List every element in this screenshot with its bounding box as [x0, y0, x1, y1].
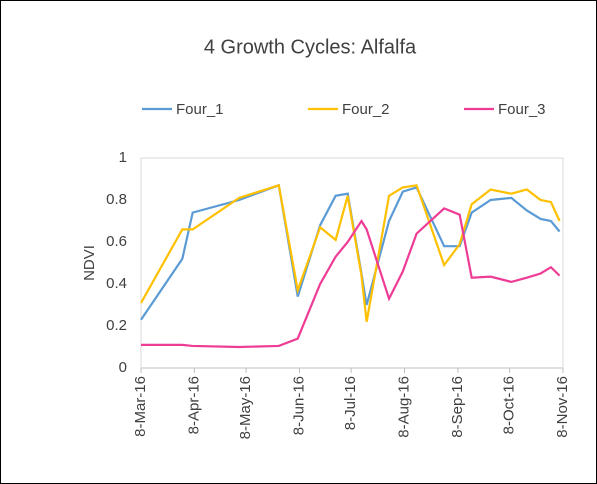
series-line: [140, 183, 561, 322]
series-line: [141, 207, 561, 349]
legend-label: Four_1: [176, 101, 224, 118]
x-tick-label: 8-Sep-16: [449, 376, 466, 438]
y-tick-label: 0.2: [106, 317, 127, 334]
y-tick-label: 0.6: [106, 233, 127, 250]
x-tick-label: 8-Oct-16: [501, 376, 518, 434]
x-tick-label: 8-Jun-16: [290, 376, 307, 435]
x-tick-label: 8-Nov-16: [554, 376, 571, 438]
y-axis-label: NDVI: [81, 245, 98, 281]
y-tick-label: 1: [119, 149, 127, 166]
legend-label: Four_2: [342, 101, 390, 118]
y-tick-label: 0.8: [106, 191, 127, 208]
y-tick-label: 0: [119, 359, 127, 376]
legend-label: Four_3: [498, 101, 546, 118]
x-tick-label: 8-Jul-16: [342, 376, 359, 430]
chart-title: 4 Growth Cycles: Alfalfa: [204, 36, 417, 58]
y-tick-label: 0.4: [106, 275, 127, 292]
x-tick-label: 8-Mar-16: [132, 376, 149, 437]
x-tick-label: 8-Aug-16: [396, 376, 413, 438]
x-tick-label: 8-Apr-16: [185, 376, 202, 434]
x-tick-label: 8-May-16: [237, 376, 254, 439]
